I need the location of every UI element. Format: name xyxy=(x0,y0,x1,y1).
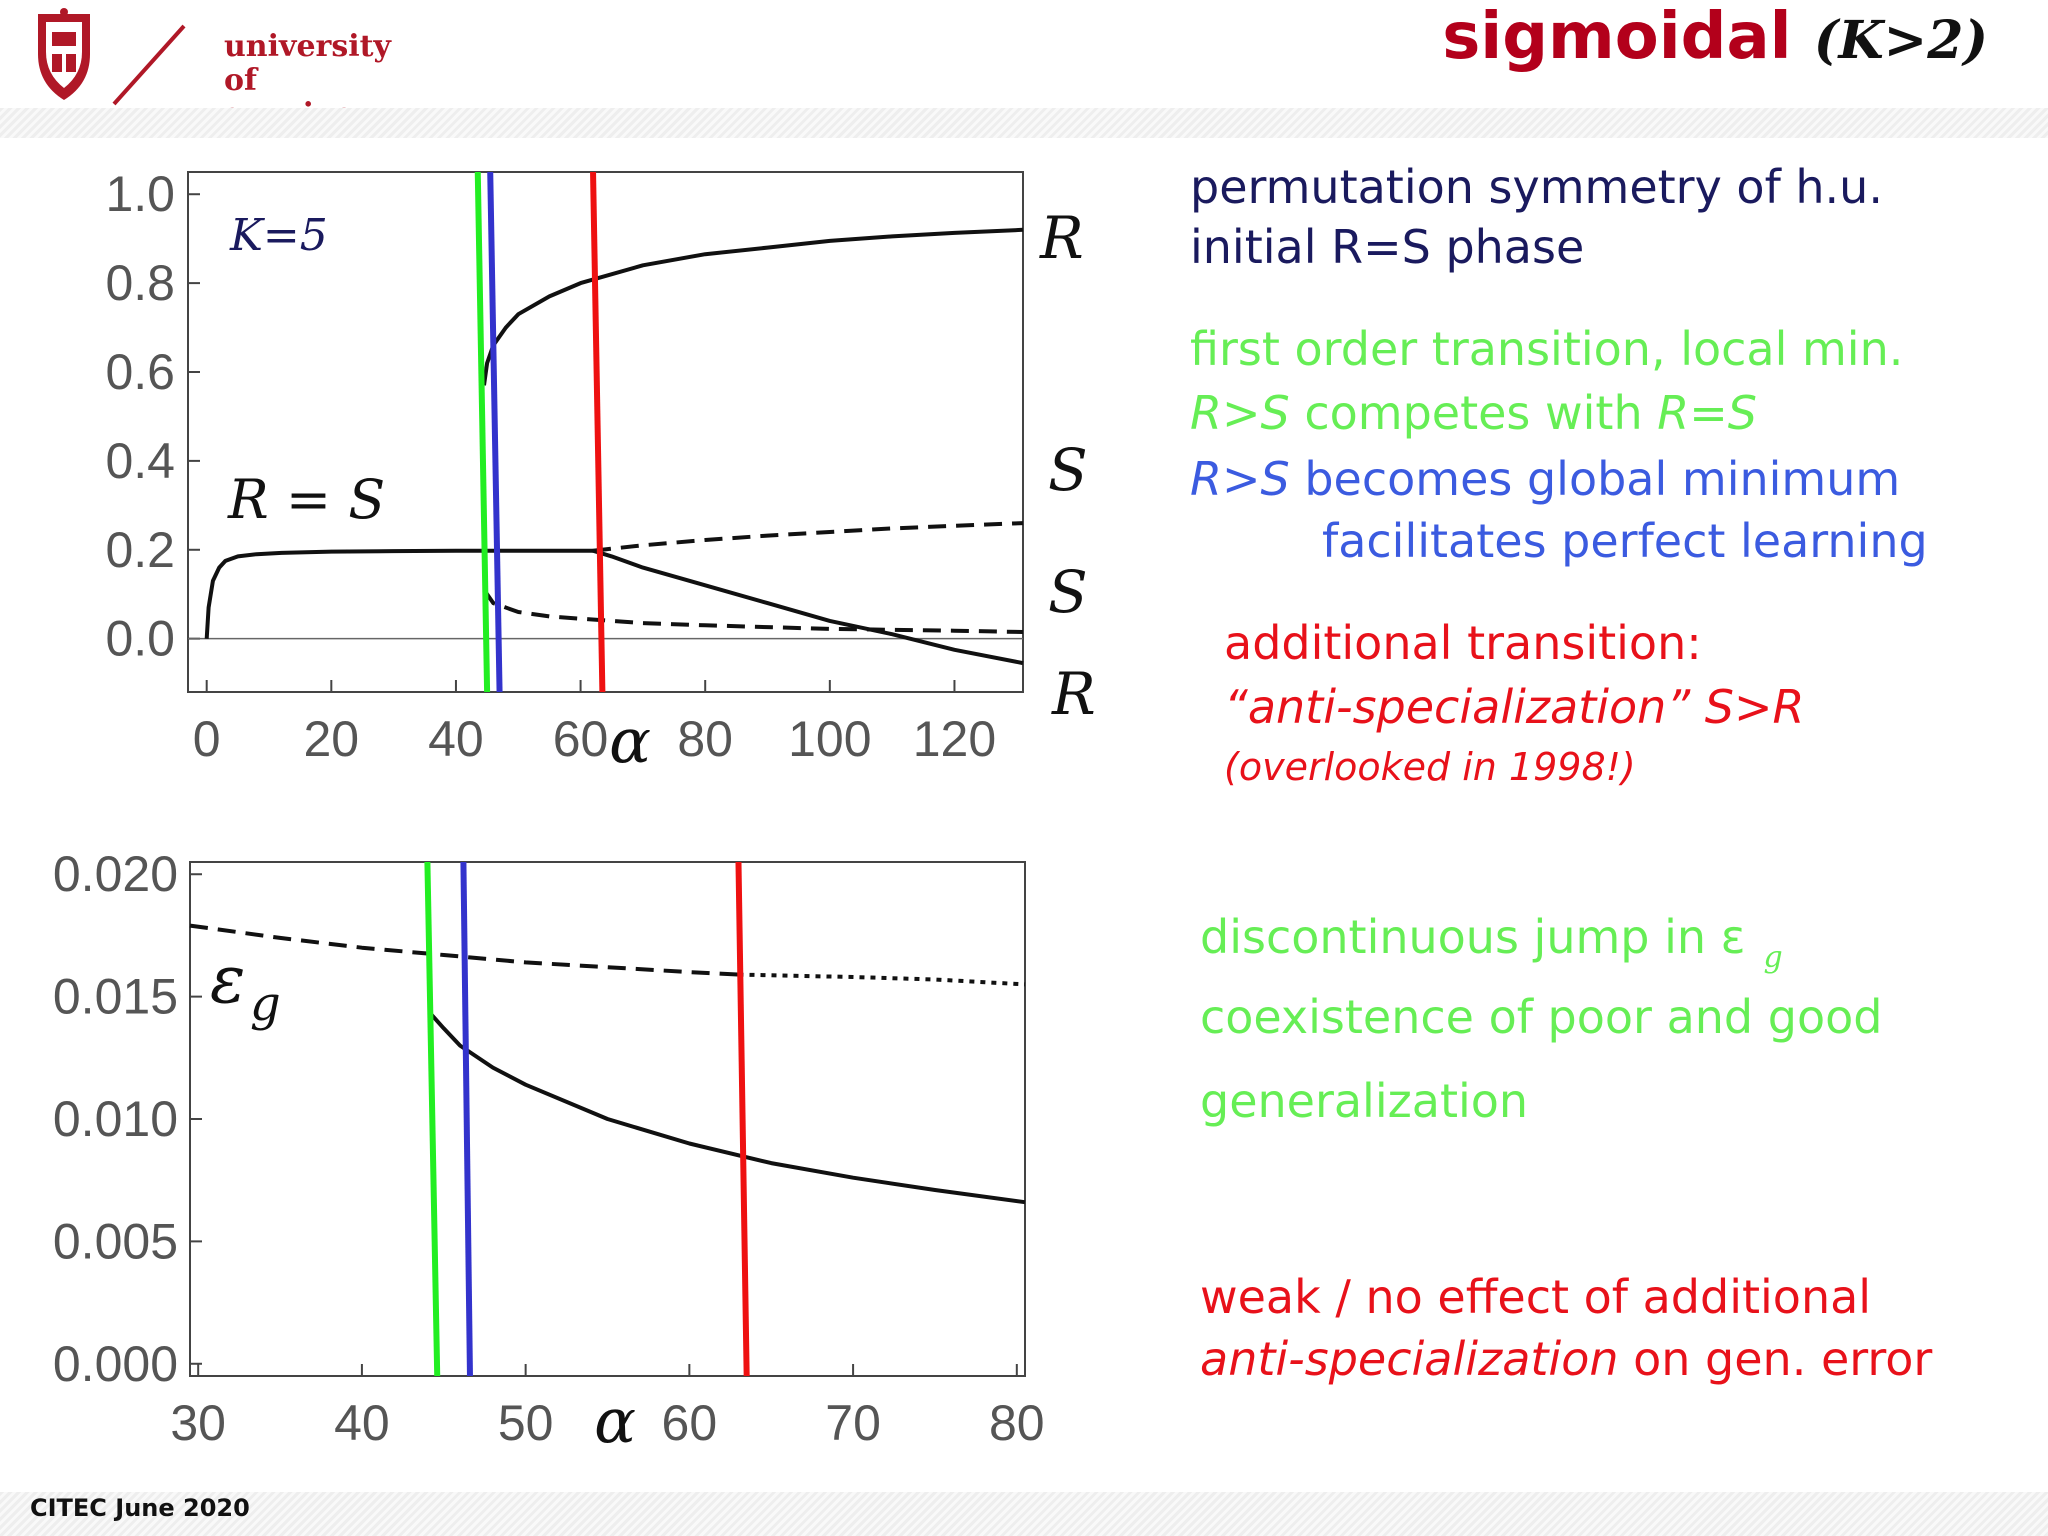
red-transition-line xyxy=(590,171,606,693)
note-global-min: R>S becomes global minimum xyxy=(1190,452,1900,506)
title-text: sigmoidal xyxy=(1442,0,1792,74)
y-tick-label: 0.2 xyxy=(105,522,175,578)
note-competes-c: R=S xyxy=(1657,386,1757,440)
y-tick-label: 0.0 xyxy=(105,611,175,667)
note-overlooked: (overlooked in 1998!) xyxy=(1224,745,1636,789)
x-tick-label: 40 xyxy=(334,1395,390,1451)
annotation-s_upper: S xyxy=(1048,436,1088,504)
note-discontinuous-jump: discontinuous jump in ε g xyxy=(1200,910,1783,985)
crest-icon xyxy=(38,8,186,106)
note-jump-text: discontinuous jump in ε xyxy=(1200,910,1746,964)
slide-title: sigmoidal (K>2) xyxy=(1442,0,1988,74)
university-logo: university of groningen xyxy=(34,8,398,132)
slide-header: university of groningen sigmoidal (K>2) xyxy=(0,0,2048,132)
annotation-k: K=5 xyxy=(229,210,328,261)
red-transition-line xyxy=(735,861,750,1377)
note-gen-error-a: anti-specialization xyxy=(1200,1332,1619,1386)
note-anti-b: S>R xyxy=(1690,680,1805,734)
footer-text: CITEC June 2020 xyxy=(30,1494,250,1522)
x-tick-label: 30 xyxy=(170,1395,226,1451)
x-tick-label: 80 xyxy=(989,1395,1045,1451)
y-tick-label: 0.000 xyxy=(53,1336,178,1392)
x-axis-label: α xyxy=(594,1384,636,1457)
y-tick-label: 0.010 xyxy=(53,1091,178,1147)
x-tick-label: 20 xyxy=(304,711,360,767)
plot-frame xyxy=(187,171,1024,693)
green-transition-line xyxy=(424,861,441,1377)
y-tick-label: 0.005 xyxy=(53,1213,178,1269)
series-0-line xyxy=(189,923,739,977)
annotation-s_lower: S xyxy=(1048,558,1088,626)
note-additional-transition: additional transition: xyxy=(1224,616,1702,670)
header-stripe xyxy=(0,108,2048,138)
note-competes-a: R>S xyxy=(1190,386,1290,440)
annotation-r_lower: R xyxy=(1051,660,1096,728)
series-0-line xyxy=(204,548,593,639)
series-3-line xyxy=(592,548,1024,666)
y-tick-label: 0.4 xyxy=(105,433,175,489)
order-parameter-chart: 0 20 40 60 80 100 120 0.0 0.2 0.4 0.6 0.8 1.0 α K=5 R =… xyxy=(105,166,1096,777)
annotation-rs: R = S xyxy=(227,468,385,531)
footer-stripe xyxy=(0,1492,2048,1536)
note-perfect-learning: facilitates perfect learning xyxy=(1322,514,1928,568)
x-tick-label: 50 xyxy=(498,1395,554,1451)
note-initial-phase: initial R=S phase xyxy=(1190,220,1585,274)
x-tick-label: 80 xyxy=(677,711,733,767)
note-global-min-b: becomes global minimum xyxy=(1289,452,1901,506)
x-tick-label: 40 xyxy=(428,711,484,767)
note-coexistence: coexistence of poor and good xyxy=(1200,990,1883,1044)
y-tick-label: 0.8 xyxy=(105,255,175,311)
x-tick-label: 0 xyxy=(193,711,221,767)
note-competes: R>S competes with R=S xyxy=(1190,386,1757,440)
series-2-line xyxy=(482,588,1024,634)
note-anti-specialization: “anti-specialization” S>R xyxy=(1224,680,1804,734)
note-first-order: first order transition, local min. xyxy=(1190,322,1904,376)
note-weak-effect: weak / no effect of additional xyxy=(1200,1270,1872,1324)
green-transition-line xyxy=(474,171,491,693)
y-tick-label: 1.0 xyxy=(105,166,175,222)
note-global-min-a: R>S xyxy=(1190,452,1290,506)
annotation-eps_sub: g xyxy=(250,976,281,1032)
note-gen-error: anti-specialization on gen. error xyxy=(1200,1332,1932,1386)
note-gen-error-b: on gen. error xyxy=(1618,1332,1933,1386)
blue-transition-line xyxy=(487,171,503,693)
note-jump-sub: g xyxy=(1763,940,1783,975)
series-4-line xyxy=(592,521,1024,553)
x-tick-label: 100 xyxy=(788,711,871,767)
annotation-eps: ε xyxy=(210,941,245,1018)
blue-transition-line xyxy=(460,861,473,1377)
x-tick-label: 60 xyxy=(662,1395,718,1451)
note-anti-a: “anti-specialization” xyxy=(1224,680,1691,734)
x-tick-label: 70 xyxy=(825,1395,881,1451)
x-tick-label: 120 xyxy=(913,711,996,767)
series-2-line xyxy=(429,1012,1026,1205)
series-1-line xyxy=(482,227,1024,386)
y-tick-label: 0.6 xyxy=(105,344,175,400)
annotation-r_upper: R xyxy=(1039,204,1084,272)
title-condition: (K>2) xyxy=(1813,10,1988,71)
generalization-error-chart: 30 40 50 60 70 80 0.000 0.005 0.010 0.015 0.020 α ε g xyxy=(53,846,1045,1457)
series-1-line xyxy=(738,972,1026,987)
x-axis-label: α xyxy=(609,704,651,777)
note-competes-b: competes with xyxy=(1289,386,1658,440)
y-tick-label: 0.015 xyxy=(53,969,178,1025)
logo-line1: university of xyxy=(224,29,391,98)
y-tick-label: 0.020 xyxy=(53,846,178,902)
x-tick-label: 60 xyxy=(553,711,609,767)
note-generalization: generalization xyxy=(1200,1074,1529,1128)
note-symmetry: permutation symmetry of h.u. xyxy=(1190,160,1883,214)
